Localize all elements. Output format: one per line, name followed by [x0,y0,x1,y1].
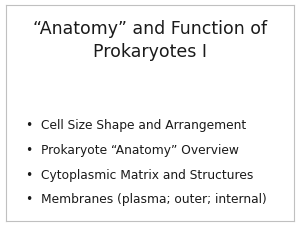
Text: •  Membranes (plasma; outer; internal): • Membranes (plasma; outer; internal) [26,194,267,207]
Text: “Anatomy” and Function of
Prokaryotes I: “Anatomy” and Function of Prokaryotes I [33,20,267,61]
Text: •  Prokaryote “Anatomy” Overview: • Prokaryote “Anatomy” Overview [26,144,239,157]
Text: •  Cytoplasmic Matrix and Structures: • Cytoplasmic Matrix and Structures [26,169,254,182]
Text: •  Cell Size Shape and Arrangement: • Cell Size Shape and Arrangement [26,119,246,132]
